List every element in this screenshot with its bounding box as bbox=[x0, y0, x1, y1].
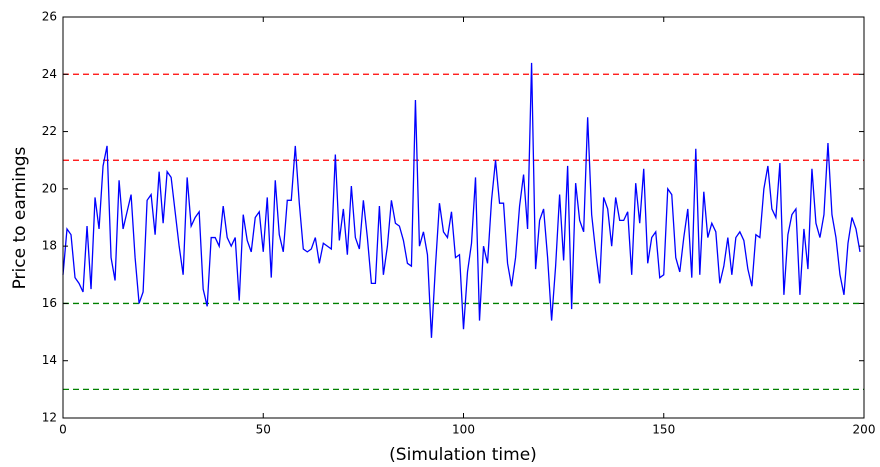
y-tick-label: 24 bbox=[42, 67, 57, 81]
x-axis-label: (Simulation time) bbox=[389, 445, 537, 465]
y-tick-label: 14 bbox=[42, 353, 57, 367]
y-axis-label: Price to earnings bbox=[10, 146, 30, 289]
y-tick-label: 26 bbox=[42, 10, 57, 24]
plot-frame bbox=[62, 16, 865, 419]
y-tick-label: 22 bbox=[42, 124, 57, 138]
x-tick-label: 100 bbox=[452, 423, 475, 437]
y-tick-label: 12 bbox=[42, 411, 57, 425]
y-tick-label: 18 bbox=[42, 239, 57, 253]
x-tick-label: 50 bbox=[256, 423, 271, 437]
data-line bbox=[62, 62, 861, 338]
x-tick-label: 0 bbox=[59, 423, 67, 437]
y-tick-label: 16 bbox=[42, 296, 57, 310]
y-tick-label: 20 bbox=[42, 181, 57, 195]
x-tick-label: 200 bbox=[853, 423, 876, 437]
x-tick-label: 150 bbox=[652, 423, 675, 437]
